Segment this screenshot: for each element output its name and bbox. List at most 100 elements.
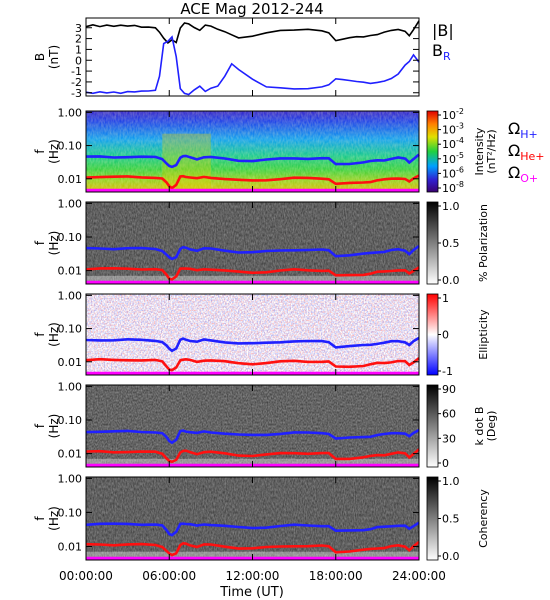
y-tick-label: 0.10 xyxy=(58,506,83,519)
legend-omega-subscript: H+ xyxy=(520,128,538,141)
colorbar-tick-label: 90 xyxy=(442,383,456,396)
colorbar-label: Intensity xyxy=(473,127,486,175)
y-tick-label: -1 xyxy=(71,65,82,78)
y-axis-label: f xyxy=(33,332,47,337)
y-axis-label: B xyxy=(33,53,47,61)
y-axis-unit: (nT) xyxy=(47,45,61,69)
y-tick-label: 0.10 xyxy=(58,323,83,336)
colorbar-label: k dot B xyxy=(473,407,486,446)
colorbar xyxy=(426,110,439,193)
colorbar xyxy=(426,293,439,376)
y-tick-label: -2 xyxy=(71,76,82,89)
y-tick-label: 1.00 xyxy=(58,106,83,119)
legend-b-r-subscript: R xyxy=(443,50,451,63)
y-tick-label: 0.01 xyxy=(58,265,83,278)
y-tick-label: 1.00 xyxy=(58,472,83,485)
colorbar-unit: (nT²/Hz) xyxy=(485,129,498,173)
colorbar-tick-label: 1.0 xyxy=(442,475,460,488)
colorbar-unit: (Deg) xyxy=(485,411,498,442)
y-axis-unit: (Hz) xyxy=(47,139,61,164)
y-tick-label: 0.01 xyxy=(58,540,83,553)
colorbar-tick-exponent: -2 xyxy=(456,107,464,116)
y-tick-label: 1.00 xyxy=(58,197,83,210)
figure-title: ACE Mag 2012-244 xyxy=(180,0,323,18)
x-tick-label: 24:00:00 xyxy=(392,569,446,583)
colorbar-tick-label: 0 xyxy=(442,457,449,470)
colorbar-tick-label: -1 xyxy=(442,365,453,378)
colorbar-tick-label: 0 xyxy=(442,329,449,342)
gyrofrequency-he-line xyxy=(85,266,420,281)
plot-area xyxy=(86,18,419,96)
y-tick-label: 0.01 xyxy=(58,356,83,369)
gyrofrequency-he-line xyxy=(85,174,420,190)
y-tick-label: -3 xyxy=(71,87,82,100)
colorbar-tick-exponent: -8 xyxy=(456,180,464,189)
colorbar-tick-exponent: -5 xyxy=(456,151,464,160)
y-axis-label: f xyxy=(33,516,47,521)
y-axis-unit: (Hz) xyxy=(47,506,61,531)
colorbar-tick-label: 10-2 xyxy=(442,107,464,122)
legend-b-total: |B| xyxy=(432,21,454,40)
colorbar-label: Ellipticity xyxy=(477,309,490,360)
spectrogram-texture-blue xyxy=(86,294,419,375)
panel-6: 1.00 0.10 0.01 1.0 0.5 0.0 Coherency f (Hz) xyxy=(33,472,490,563)
y-tick-label: 1 xyxy=(75,43,82,56)
colorbar-tick-label: 10-6 xyxy=(442,165,464,180)
y-tick-label: 0.10 xyxy=(58,140,83,153)
y-tick-label: 0.01 xyxy=(58,448,83,461)
gyrofrequency-h-line xyxy=(85,153,420,169)
colorbar-tick-exponent: -4 xyxy=(456,136,464,145)
panel-4: 1.00 0.10 0.01 1 0 -1 Ellipticity f (Hz) xyxy=(33,289,490,378)
colorbar-tick-label: 10-4 xyxy=(442,136,464,151)
panel-2: 1.00 0.10 0.01 10-210-310-410-510-610-8 Inte… xyxy=(33,106,545,195)
colorbar-tick-label: 30 xyxy=(442,432,456,445)
colorbar-tick-exponent: -3 xyxy=(456,122,464,131)
y-axis-label: f xyxy=(33,240,47,245)
series-line-b-total xyxy=(85,20,420,44)
y-tick-label: 0.10 xyxy=(58,414,83,427)
gyrofrequency-h-line xyxy=(85,336,420,353)
colorbar-tick-label: 1 xyxy=(442,292,449,305)
y-tick-label: 1.00 xyxy=(58,380,83,393)
y-tick-label: 0.01 xyxy=(58,173,83,186)
series-line-b-r xyxy=(85,35,420,96)
y-axis-unit: (Hz) xyxy=(47,322,61,347)
colorbar-label: % Polarization xyxy=(477,204,490,282)
colorbar-tick-label: 10-8 xyxy=(442,180,464,195)
gyrofrequency-he-line xyxy=(85,448,420,464)
colorbar-tick-label: 60 xyxy=(442,408,456,421)
legend-omega-subscript: O+ xyxy=(520,172,538,185)
spectrogram-enhancement xyxy=(162,133,211,192)
colorbar-tick-label: 0.5 xyxy=(442,513,460,526)
y-tick-label: 0.10 xyxy=(58,231,83,244)
x-tick-label: 06:00:00 xyxy=(142,569,196,583)
y-tick-label: 2 xyxy=(75,33,82,46)
colorbar-tick-label: 0.0 xyxy=(442,550,460,563)
legend-omega-1: ΩHe+ xyxy=(508,141,545,163)
legend-omega-0: ΩH+ xyxy=(508,119,538,141)
colorbar-tick-label: 1.0 xyxy=(442,200,460,213)
panel-3: 1.00 0.10 0.01 1.0 0.5 0.0 % Polarization f (Hz) xyxy=(33,197,490,287)
x-tick-label: 00:00:00 xyxy=(59,569,113,583)
colorbar xyxy=(426,201,439,285)
legend-omega-subscript: He+ xyxy=(520,150,544,163)
y-tick-label: 0 xyxy=(75,54,82,67)
colorbar-tick-label: 0.5 xyxy=(442,237,460,250)
legend-b-r: BR xyxy=(432,41,451,63)
colorbar-tick-label: 10-3 xyxy=(442,122,464,137)
colorbar xyxy=(426,384,439,468)
legend-omega-2: ΩO+ xyxy=(508,163,538,185)
colorbar-label: Coherency xyxy=(477,489,490,548)
y-axis-label: f xyxy=(33,149,47,154)
y-axis-unit: (Hz) xyxy=(47,231,61,256)
gyrofrequency-h-line xyxy=(85,521,420,537)
spectrogram-texture xyxy=(86,477,419,560)
gyrofrequency-h-line xyxy=(85,428,420,445)
x-axis-title: Time (UT) xyxy=(219,585,284,600)
y-tick-label: 1.00 xyxy=(58,289,83,302)
colorbar-tick-label: 0.0 xyxy=(442,274,460,287)
gyrofrequency-he-line xyxy=(85,540,420,557)
spectrogram-texture xyxy=(86,385,419,467)
y-axis-unit: (Hz) xyxy=(47,414,61,439)
